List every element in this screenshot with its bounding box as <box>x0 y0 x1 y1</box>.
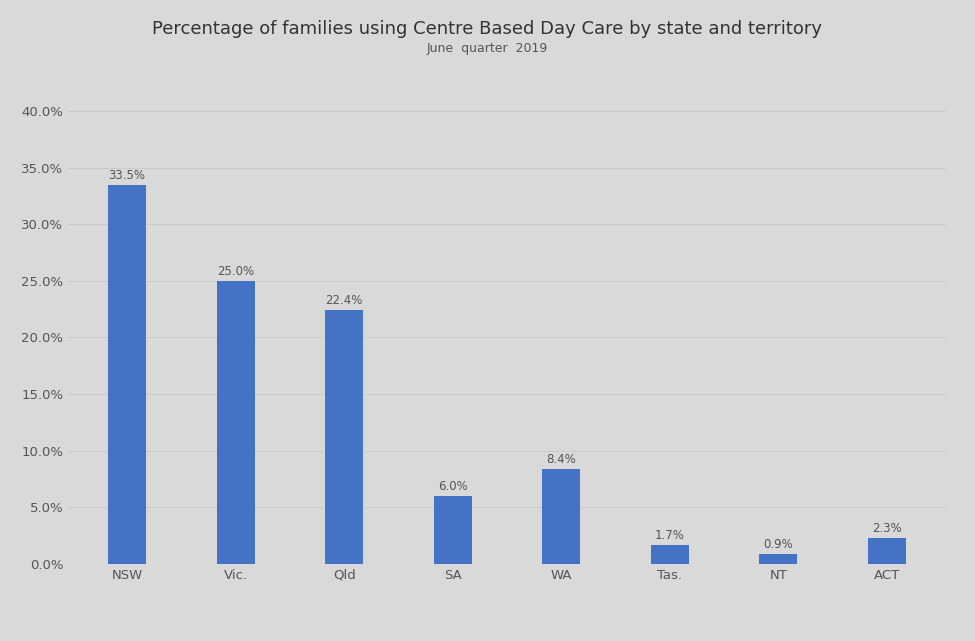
Bar <box>108 185 146 564</box>
Text: 8.4%: 8.4% <box>546 453 576 466</box>
Text: 22.4%: 22.4% <box>326 294 363 308</box>
Text: 33.5%: 33.5% <box>108 169 145 181</box>
Text: 2.3%: 2.3% <box>872 522 902 535</box>
Text: 1.7%: 1.7% <box>655 529 684 542</box>
Bar <box>868 538 906 564</box>
Bar <box>326 310 364 564</box>
Bar <box>542 469 580 564</box>
Bar <box>216 281 254 564</box>
Text: Percentage of families using Centre Based Day Care by state and territory: Percentage of families using Centre Base… <box>152 20 823 38</box>
Text: 0.9%: 0.9% <box>763 538 794 551</box>
Text: 25.0%: 25.0% <box>217 265 254 278</box>
Bar <box>434 496 472 564</box>
Text: June  quarter  2019: June quarter 2019 <box>427 42 548 54</box>
Bar <box>650 545 688 564</box>
Text: 6.0%: 6.0% <box>438 480 468 494</box>
Bar <box>760 554 798 564</box>
